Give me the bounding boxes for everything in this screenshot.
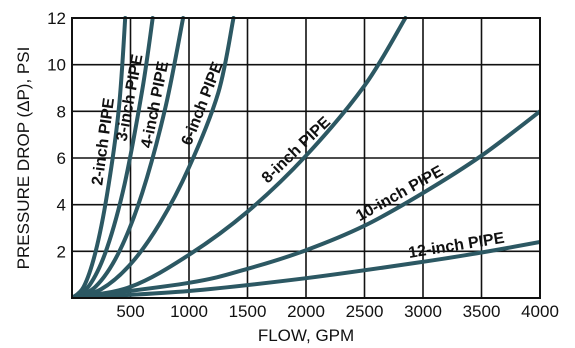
x-tick-labels: 500 1000 1500 2000 2500 3000 3500 4000 [116,302,559,321]
curve-6-inch-pipe [72,16,236,298]
curve-4-inch-pipe [72,16,186,298]
curve-label-10-inch-pipe: 10-inch PIPE [353,163,446,225]
y-axis-label: PRESSURE DROP (ΔP), PSI [14,47,33,270]
curves [72,16,540,298]
curve-3-inch-pipe [72,16,155,298]
x-tick-label: 2000 [287,302,325,321]
y-tick-label: 8 [57,102,66,121]
curve-label-8-inch-pipe: 8-inch PIPE [259,114,335,187]
x-tick-label: 500 [116,302,144,321]
curve-2-inch-pipe [72,16,128,298]
curve-12-inch-pipe [72,240,540,298]
x-tick-label: 3500 [463,302,501,321]
y-tick-label: 10 [47,56,66,75]
x-tick-label: 1000 [170,302,208,321]
curve-8-inch-pipe [72,16,408,298]
plot-frame [71,17,541,299]
x-tick-label: 1500 [229,302,267,321]
x-tick-label: 3000 [404,302,442,321]
y-tick-label: 12 [47,9,66,28]
x-axis-label: FLOW, GPM [258,326,354,345]
curve-10-inch-pipe [72,109,540,298]
x-tick-label: 2500 [346,302,384,321]
y-tick-label: 6 [57,149,66,168]
x-tick-label: 4000 [521,302,559,321]
y-tick-label: 4 [57,196,66,215]
y-tick-label: 2 [57,242,66,261]
y-tick-labels: 2 4 6 8 10 12 [47,9,66,261]
